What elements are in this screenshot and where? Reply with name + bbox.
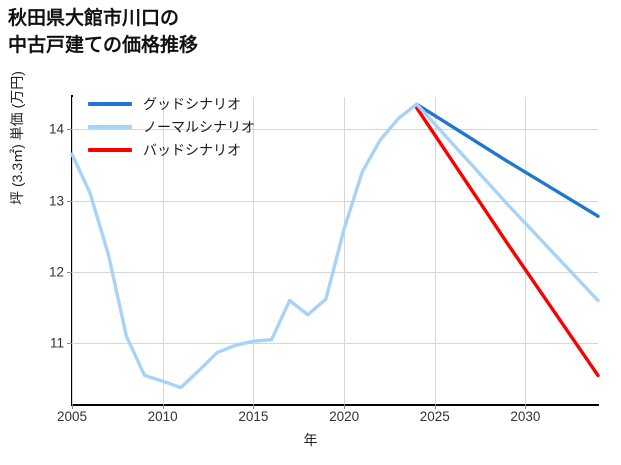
legend-label: ノーマルシナリオ — [143, 118, 255, 135]
series-line-バッドシナリオ — [414, 106, 600, 378]
gridline-x-2015 — [253, 97, 255, 404]
legend-item-1[interactable]: ノーマルシナリオ — [88, 115, 255, 138]
gridline-y-11 — [72, 343, 598, 345]
legend-swatch-icon — [88, 101, 132, 106]
gridline-x-2020 — [344, 97, 346, 404]
y-tick-label-13: 13 — [48, 193, 64, 208]
y-tick-mark-13 — [67, 200, 72, 202]
legend-swatch-icon — [88, 124, 132, 129]
y-tick-mark-12 — [67, 271, 72, 273]
chart-title: 秋田県大館市川口の 中古戸建ての価格推移 — [8, 8, 199, 56]
series-line-ノーマルシナリオ — [70, 102, 600, 390]
gridline-x-2005 — [72, 97, 73, 404]
legend-label: バッドシナリオ — [143, 141, 241, 158]
x-tick-label-2010: 2010 — [147, 409, 178, 424]
y-tick-mark-11 — [67, 343, 72, 345]
y-tick-label-12: 12 — [48, 264, 64, 280]
legend-label: グッドシナリオ — [143, 95, 241, 112]
y-tick-mark-14 — [67, 129, 72, 131]
series-line-グッドシナリオ — [414, 102, 600, 218]
series-lines — [70, 102, 600, 390]
y-axis-title: 坪 (3.3㎡) 単価 (万円) — [9, 71, 25, 205]
x-axis-title: 年 — [303, 432, 318, 448]
x-tick-mark-2005 — [72, 404, 73, 409]
x-tick-label-2030: 2030 — [510, 409, 541, 424]
gridline-y-13 — [72, 200, 598, 202]
legend-swatch-icon — [88, 147, 132, 152]
x-tick-label-2020: 2020 — [329, 409, 360, 424]
y-tick-label-11: 11 — [49, 335, 64, 351]
chart-legend: グッドシナリオ ノーマルシナリオ バッドシナリオ — [88, 92, 255, 161]
gridline-y-14 — [72, 129, 598, 131]
legend-item-0[interactable]: グッドシナリオ — [88, 92, 255, 115]
x-tick-mark-2020 — [344, 404, 346, 409]
gridline-y-12 — [72, 271, 598, 273]
x-tick-label-2025: 2025 — [419, 409, 450, 424]
x-tick-mark-2025 — [434, 404, 436, 409]
x-axis-line — [71, 404, 599, 406]
x-tick-label-2005: 2005 — [56, 409, 88, 424]
x-tick-mark-2030 — [525, 404, 527, 409]
x-tick-mark-2015 — [253, 404, 255, 409]
plot-area: 11 12 13 14 2005 2010 2015 2020 2025 2030 — [49, 97, 600, 424]
legend-item-2[interactable]: バッドシナリオ — [88, 138, 255, 161]
x-tick-label-2015: 2015 — [238, 409, 269, 424]
gridline-x-2010 — [162, 97, 164, 404]
gridline-x-2025 — [434, 97, 436, 404]
y-tick-label-14: 14 — [48, 121, 64, 137]
x-tick-mark-2010 — [162, 404, 164, 409]
gridline-x-2030 — [525, 97, 527, 404]
